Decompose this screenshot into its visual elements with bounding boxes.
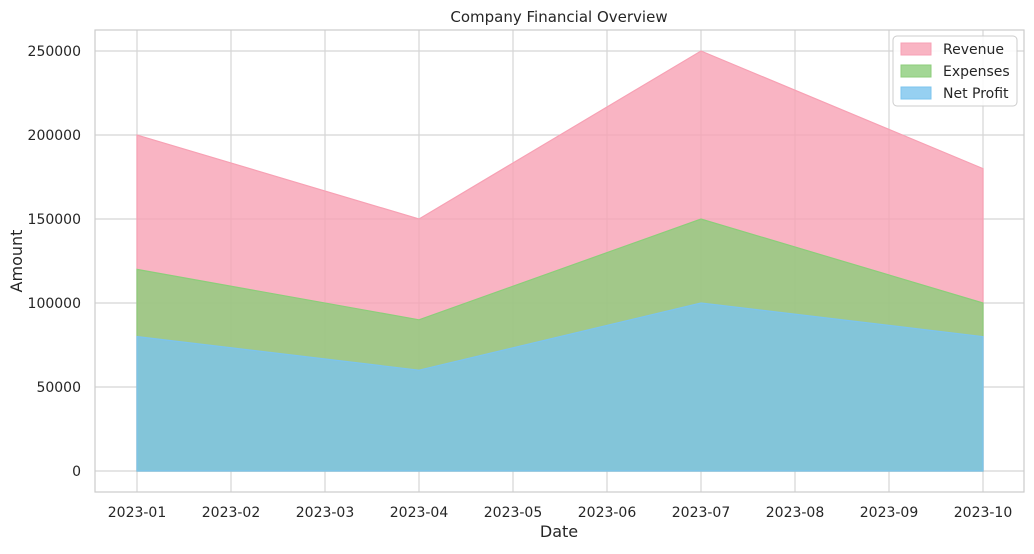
x-tick-labels: 2023-01 2023-02 2023-03 2023-04 2023-05 2023-… xyxy=(108,505,1013,521)
x-tick-label: 2023-10 xyxy=(954,505,1013,521)
x-tick-label: 2023-03 xyxy=(296,505,355,521)
legend-swatch xyxy=(900,42,932,56)
series-areas xyxy=(136,50,984,472)
plot-frame xyxy=(94,29,1025,493)
legend: Revenue Expenses Net Profit xyxy=(892,35,1018,107)
y-tick-label: 100000 xyxy=(28,296,81,312)
legend-label: Expenses xyxy=(943,64,1010,80)
x-tick-label: 2023-04 xyxy=(390,505,449,521)
x-tick-label: 2023-05 xyxy=(484,505,543,521)
y-axis-label: Amount xyxy=(7,230,26,293)
y-tick-label: 250000 xyxy=(28,44,81,60)
y-tick-labels: 0 50000 100000 150000 200000 250000 xyxy=(28,44,81,480)
y-tick-label: 200000 xyxy=(28,128,81,144)
x-tick-label: 2023-02 xyxy=(202,505,261,521)
chart-title: Company Financial Overview xyxy=(450,8,667,26)
y-tick-label: 0 xyxy=(72,464,81,480)
legend-label: Revenue xyxy=(943,42,1004,58)
area-net-profit xyxy=(136,302,984,472)
x-tick-label: 2023-07 xyxy=(672,505,731,521)
y-tick-label: 150000 xyxy=(28,212,81,228)
x-tick-label: 2023-08 xyxy=(766,505,825,521)
legend-label: Net Profit xyxy=(943,86,1009,102)
legend-swatch xyxy=(900,64,932,78)
x-tick-label: 2023-06 xyxy=(578,505,637,521)
x-tick-label: 2023-09 xyxy=(860,505,919,521)
x-axis-label: Date xyxy=(540,522,578,541)
legend-swatch xyxy=(900,86,932,100)
y-tick-label: 50000 xyxy=(36,380,81,396)
x-tick-label: 2023-01 xyxy=(108,505,167,521)
